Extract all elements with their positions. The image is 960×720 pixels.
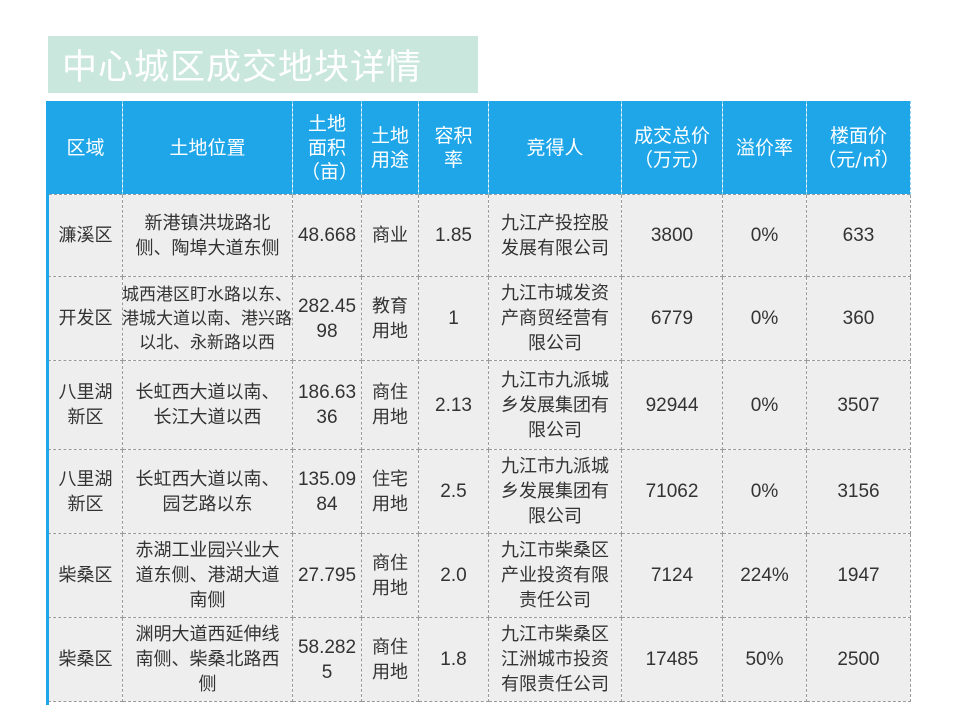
cell-floor-price: 360 (806, 276, 911, 361)
header-area: 土地面积（亩） (292, 101, 362, 195)
cell-winner: 九江市柴桑区江洲城市投资有限责任公司 (488, 617, 622, 702)
title-banner: 中心城区成交地块详情 (48, 36, 478, 93)
cell-total-price: 7124 (621, 533, 723, 618)
cell-location: 渊明大道西延伸线南侧、柴桑北路西侧 (122, 617, 293, 702)
cell-usage: 住宅用地 (361, 449, 419, 534)
cell-far: 1 (418, 276, 489, 361)
cell-area: 27.795 (292, 533, 362, 618)
cell-usage: 商住用地 (361, 617, 419, 702)
cell-district: 柴桑区 (48, 617, 123, 702)
cell-premium: 0% (722, 360, 807, 450)
header-premium: 溢价率 (722, 101, 807, 195)
table-row: 八里湖新区 长虹西大道以南、园艺路以东 135.0984 住宅用地 2.5 九江… (48, 449, 911, 534)
cell-area: 48.668 (292, 194, 362, 277)
cell-usage: 商住用地 (361, 533, 419, 618)
cell-premium: 224% (722, 533, 807, 618)
cell-total-price: 71062 (621, 449, 723, 534)
cell-location: 城西港区盯水路以东、港城大道以南、港兴路以北、永新路以西 (122, 276, 293, 361)
cell-district: 濂溪区 (48, 194, 123, 277)
land-deals-table: 区域 土地位置 土地面积（亩） 土地用途 容积率 竞得人 成交总价（万元） 溢价… (48, 101, 911, 702)
cell-far: 2.13 (418, 360, 489, 450)
cell-area: 58.2825 (292, 617, 362, 702)
cell-district: 八里湖新区 (48, 360, 123, 450)
cell-far: 1.8 (418, 617, 489, 702)
table-row: 濂溪区 新港镇洪垅路北侧、陶埠大道东侧 48.668 商业 1.85 九江产投控… (48, 194, 911, 277)
cell-floor-price: 2500 (806, 617, 911, 702)
cell-floor-price: 3156 (806, 449, 911, 534)
cell-winner: 九江产投控股发展有限公司 (488, 194, 622, 277)
header-district: 区域 (48, 101, 123, 195)
cell-district: 八里湖新区 (48, 449, 123, 534)
table-row: 柴桑区 渊明大道西延伸线南侧、柴桑北路西侧 58.2825 商住用地 1.8 九… (48, 617, 911, 702)
cell-location-text: 城西港区盯水路以东、港城大道以南、港兴路以北、永新路以西 (122, 284, 292, 353)
cell-premium: 50% (722, 617, 807, 702)
header-total-price: 成交总价（万元） (621, 101, 723, 195)
cell-usage: 商住用地 (361, 360, 419, 450)
cell-district: 柴桑区 (48, 533, 123, 618)
cell-far: 2.5 (418, 449, 489, 534)
cell-winner: 九江市九派城乡发展集团有限公司 (488, 360, 622, 450)
cell-location: 新港镇洪垅路北侧、陶埠大道东侧 (122, 194, 293, 277)
cell-premium: 0% (722, 276, 807, 361)
header-floor-price: 楼面价（元/㎡） (806, 101, 911, 195)
cell-usage: 商业 (361, 194, 419, 277)
cell-total-price: 6779 (621, 276, 723, 361)
cell-premium: 0% (722, 449, 807, 534)
header-winner: 竞得人 (488, 101, 622, 195)
header-usage: 土地用途 (361, 101, 419, 195)
table-row: 柴桑区 赤湖工业园兴业大道东侧、港湖大道南侧 27.795 商住用地 2.0 九… (48, 533, 911, 618)
table-left-accent (46, 101, 49, 705)
cell-location: 长虹西大道以南、园艺路以东 (122, 449, 293, 534)
cell-total-price: 17485 (621, 617, 723, 702)
cell-location: 赤湖工业园兴业大道东侧、港湖大道南侧 (122, 533, 293, 618)
table-row: 开发区 城西港区盯水路以东、港城大道以南、港兴路以北、永新路以西 282.459… (48, 276, 911, 361)
cell-winner: 九江市九派城乡发展集团有限公司 (488, 449, 622, 534)
cell-district: 开发区 (48, 276, 123, 361)
cell-total-price: 3800 (621, 194, 723, 277)
cell-winner: 九江市城发资产商贸经营有限公司 (488, 276, 622, 361)
cell-area: 135.0984 (292, 449, 362, 534)
page-title: 中心城区成交地块详情 (62, 48, 423, 88)
cell-floor-price: 1947 (806, 533, 911, 618)
cell-winner: 九江市柴桑区产业投资有限责任公司 (488, 533, 622, 618)
cell-usage: 教育用地 (361, 276, 419, 361)
cell-floor-price: 3507 (806, 360, 911, 450)
cell-far: 2.0 (418, 533, 489, 618)
cell-area: 186.6336 (292, 360, 362, 450)
table-row: 八里湖新区 长虹西大道以南、长江大道以西 186.6336 商住用地 2.13 … (48, 360, 911, 450)
header-far: 容积率 (418, 101, 489, 195)
cell-floor-price: 633 (806, 194, 911, 277)
cell-total-price: 92944 (621, 360, 723, 450)
cell-premium: 0% (722, 194, 807, 277)
table-header-row: 区域 土地位置 土地面积（亩） 土地用途 容积率 竞得人 成交总价（万元） 溢价… (48, 101, 911, 195)
header-location: 土地位置 (122, 101, 293, 195)
cell-location: 长虹西大道以南、长江大道以西 (122, 360, 293, 450)
cell-far: 1.85 (418, 194, 489, 277)
cell-area: 282.4598 (292, 276, 362, 361)
